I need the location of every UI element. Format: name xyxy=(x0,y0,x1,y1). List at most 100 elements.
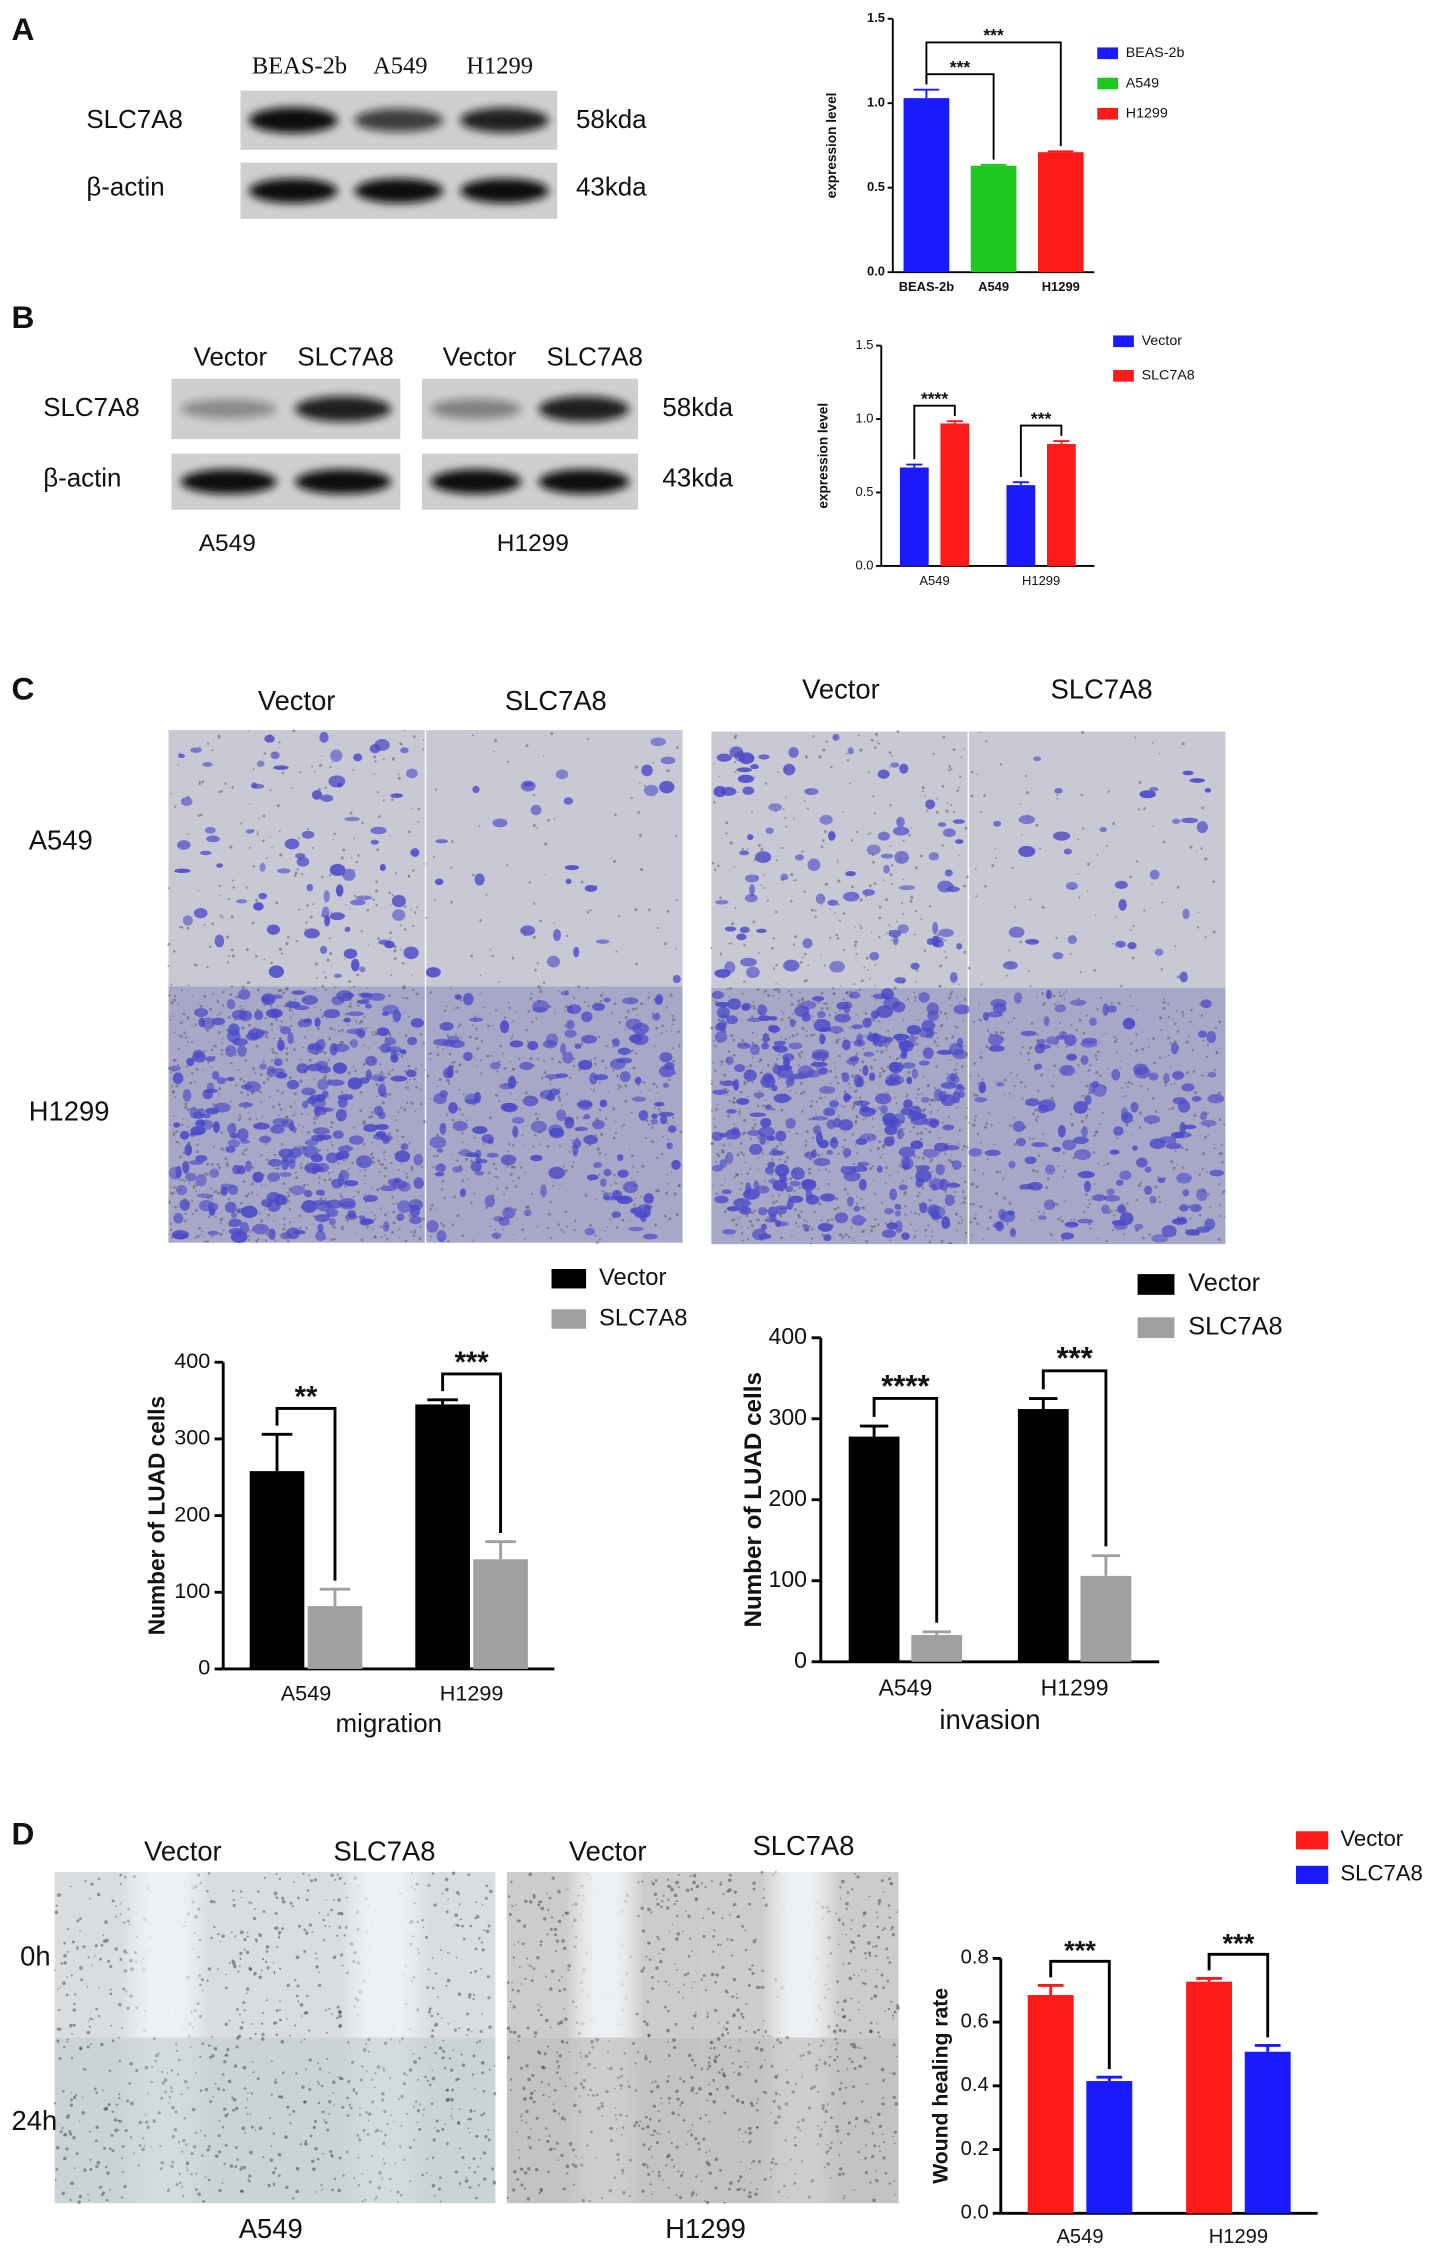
speckle xyxy=(475,1037,478,1040)
speckle xyxy=(864,1082,865,1083)
speckle xyxy=(424,1069,426,1071)
speckle xyxy=(951,1004,953,1006)
speckle xyxy=(644,785,646,787)
speckle xyxy=(57,2040,60,2043)
speckle xyxy=(775,964,777,966)
speckle xyxy=(874,746,877,749)
speckle xyxy=(641,1165,644,1168)
speckle xyxy=(508,1143,510,1145)
cell xyxy=(735,751,746,762)
blot-band xyxy=(355,178,444,203)
speckle xyxy=(167,943,170,946)
cell xyxy=(722,1229,736,1234)
speckle xyxy=(801,1027,804,1030)
speckle xyxy=(865,1117,867,1119)
speckle xyxy=(270,961,273,964)
speckle xyxy=(321,985,324,988)
speckle xyxy=(649,1090,650,1091)
speckle xyxy=(203,1235,205,1237)
speckle xyxy=(1123,1233,1125,1235)
speckle xyxy=(363,1063,366,1066)
speckle xyxy=(1024,1085,1026,1087)
speckle xyxy=(621,1125,623,1127)
cell xyxy=(659,781,674,794)
speckle xyxy=(777,771,779,773)
cell xyxy=(779,1176,787,1182)
speckle xyxy=(217,1000,220,1003)
speckle xyxy=(529,881,531,883)
speckle xyxy=(271,2060,273,2062)
speckle xyxy=(353,986,355,988)
speckle xyxy=(347,1024,349,1026)
cell xyxy=(1121,1112,1133,1123)
cell xyxy=(753,1182,759,1190)
speckle xyxy=(1199,1214,1201,1216)
speckle xyxy=(256,1118,258,1120)
speckle xyxy=(874,882,877,885)
speckle xyxy=(957,1142,958,1143)
speckle xyxy=(776,1145,779,1148)
speckle xyxy=(919,1192,921,1194)
speckle xyxy=(173,1186,176,1189)
speckle xyxy=(741,848,743,850)
speckle xyxy=(329,952,332,955)
speckle xyxy=(614,813,617,816)
speckle xyxy=(889,767,891,769)
speckle xyxy=(405,1086,408,1089)
speckle xyxy=(645,1137,647,1139)
speckle xyxy=(470,1972,472,1974)
speckle xyxy=(914,996,917,999)
speckle xyxy=(780,1215,782,1217)
cell xyxy=(531,1121,548,1133)
speckle xyxy=(281,1927,284,1930)
speckle xyxy=(910,896,913,899)
speckle xyxy=(1170,1160,1173,1163)
speckle xyxy=(243,986,245,988)
speckle xyxy=(378,815,381,818)
speckle xyxy=(426,863,428,865)
speckle xyxy=(965,827,968,830)
speckle xyxy=(935,1032,937,1034)
speckle xyxy=(359,1170,361,1172)
speckle xyxy=(730,1034,733,1037)
speckle xyxy=(249,1968,252,1971)
speckle xyxy=(765,1100,767,1102)
speckle xyxy=(211,1049,214,1052)
cell xyxy=(273,765,288,769)
speckle xyxy=(610,857,612,859)
speckle xyxy=(667,1174,669,1176)
speckle xyxy=(1022,1046,1024,1048)
cell xyxy=(392,1180,407,1189)
cell xyxy=(176,1185,187,1195)
cell xyxy=(183,1089,191,1102)
speckle xyxy=(586,911,589,914)
cell xyxy=(1113,1126,1124,1136)
speckle xyxy=(810,1034,813,1037)
panel-letter: D xyxy=(12,1815,35,1851)
speckle xyxy=(910,1131,912,1133)
cell xyxy=(919,1060,930,1065)
cell xyxy=(1066,882,1078,890)
speckle xyxy=(837,859,839,861)
speckle xyxy=(356,1004,358,1006)
speckle xyxy=(221,1934,225,1938)
cell xyxy=(392,909,405,921)
speckle xyxy=(299,771,301,773)
speckle xyxy=(180,1021,183,1024)
speckle xyxy=(827,1183,830,1186)
speckle xyxy=(437,1996,439,1998)
cell xyxy=(927,1011,939,1021)
speckle xyxy=(573,1058,575,1060)
cell xyxy=(433,1039,450,1046)
cell xyxy=(205,827,216,834)
speckle xyxy=(89,1898,91,1900)
speckle xyxy=(1207,1135,1209,1137)
speckle xyxy=(320,1009,322,1011)
cell xyxy=(639,1110,649,1120)
speckle xyxy=(429,1208,432,1211)
cell xyxy=(448,1102,458,1113)
speckle xyxy=(366,1226,369,1229)
speckle xyxy=(632,1008,635,1011)
speckle xyxy=(716,1193,718,1195)
cell xyxy=(1150,870,1160,880)
